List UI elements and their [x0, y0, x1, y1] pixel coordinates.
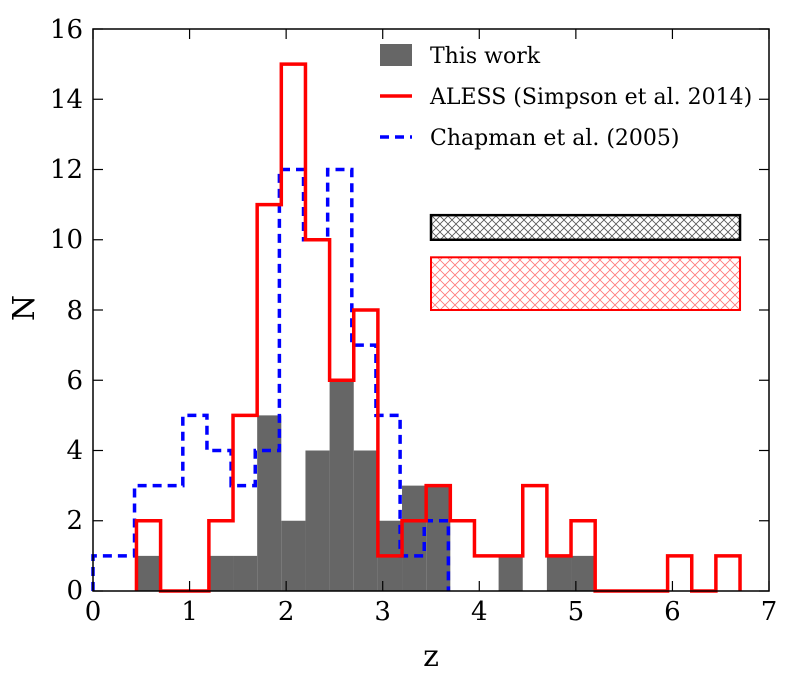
y-axis: 0 2 4 6 8 10 12 14 16 N [7, 15, 83, 606]
this-work-bar [281, 520, 306, 591]
x-tick-label: 7 [761, 597, 778, 627]
this-work-bar [353, 450, 378, 591]
y-tick-label: 6 [66, 366, 83, 396]
this-work-range-box [429, 213, 742, 242]
this-work-bar [426, 485, 451, 591]
y-tick-label: 0 [66, 576, 83, 606]
legend-label-aless: ALESS (Simpson et al. 2014) [429, 85, 752, 110]
this-work-bar [498, 555, 523, 591]
x-tick-label: 0 [85, 597, 102, 627]
this-work-bar [233, 555, 258, 591]
x-tick-label: 6 [664, 597, 681, 627]
y-tick-label: 16 [50, 15, 83, 45]
this-work-bar [546, 555, 572, 591]
this-work-bar [208, 555, 234, 591]
this-work-bar [402, 485, 427, 591]
legend-label-this-work: This work [430, 44, 541, 69]
x-tick-label: 5 [568, 597, 585, 627]
y-tick-label: 14 [50, 85, 83, 115]
this-work-bar [305, 450, 330, 591]
x-axis: 0 1 2 3 4 5 6 7 z [85, 597, 778, 674]
x-tick-label: 3 [374, 597, 391, 627]
x-tick-label: 1 [181, 597, 198, 627]
x-tick-label: 2 [278, 597, 295, 627]
aless-range-box [430, 256, 742, 311]
legend: This work ALESS (Simpson et al. 2014) Ch… [380, 44, 752, 151]
this-work-bar [136, 555, 161, 591]
this-work-bar [329, 380, 354, 591]
plot-area [91, 62, 742, 593]
x-axis-title: z [423, 639, 439, 674]
legend-swatch-this-work [380, 44, 412, 66]
chapman-histogram-line [91, 167, 451, 591]
axes-frame [92, 28, 770, 592]
this-work-bar [571, 555, 596, 591]
this-work-bar [257, 415, 282, 591]
x-tick-label: 4 [471, 597, 488, 627]
y-tick-label: 12 [50, 155, 83, 185]
y-tick-label: 10 [50, 225, 83, 255]
legend-label-chapman: Chapman et al. (2005) [430, 126, 680, 151]
y-axis-title: N [7, 295, 42, 321]
y-tick-label: 8 [66, 296, 83, 326]
annotation-boxes [429, 213, 742, 311]
y-tick-label: 2 [66, 506, 83, 536]
y-tick-label: 4 [66, 436, 83, 466]
